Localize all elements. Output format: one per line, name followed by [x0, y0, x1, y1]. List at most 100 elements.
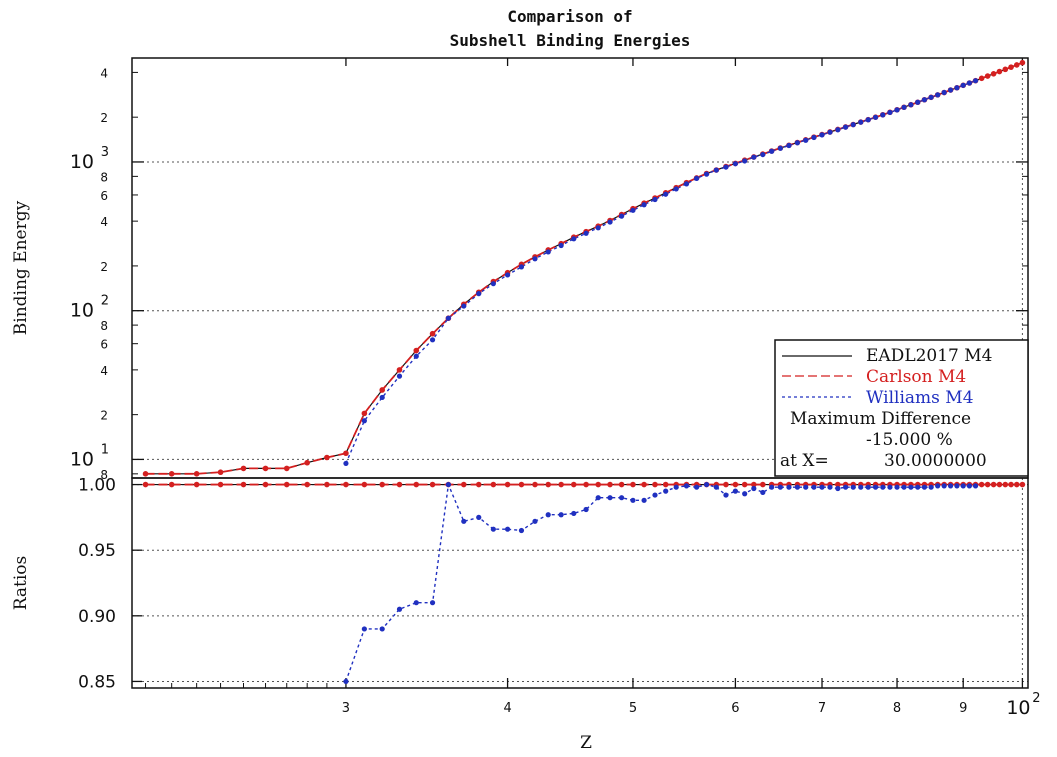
ratio-carlson-point: [518, 481, 525, 488]
williams-point: [819, 132, 825, 138]
williams-point: [619, 213, 625, 219]
top-y-tick-exp: 2: [101, 294, 109, 309]
ratio-williams-point: [663, 488, 669, 494]
ratio-carlson-point: [1002, 481, 1009, 488]
chart-title-line1: Comparison of: [507, 7, 632, 26]
top-y-tick-label: 10: [70, 448, 94, 470]
legend-box: [774, 339, 1029, 477]
ratio-williams-point: [960, 483, 966, 489]
carlson-point: [379, 387, 386, 393]
ratio-carlson-point: [751, 481, 757, 488]
williams-point: [518, 264, 525, 270]
chart-title-line2: Subshell Binding Energies: [450, 31, 691, 50]
ratio-williams-point: [811, 484, 817, 490]
top-y-tick-exp: 3: [101, 145, 109, 160]
williams-point: [413, 353, 419, 359]
ratio-williams-point: [461, 518, 467, 524]
ratio-carlson-point: [652, 481, 658, 488]
carlson-point: [1019, 59, 1026, 66]
ratio-williams-point: [583, 506, 589, 513]
ratio-williams-point: [673, 484, 679, 490]
ratio-carlson-point: [396, 481, 403, 488]
x-tick-exp: 2: [1032, 691, 1040, 706]
top-y-minor-label: 2: [100, 111, 108, 125]
williams-point: [928, 94, 934, 100]
williams-point: [476, 291, 482, 297]
ratio-carlson-point: [240, 481, 247, 488]
ratio-williams-point: [683, 483, 690, 489]
x-tick-label: 7: [818, 701, 826, 716]
ratio-carlson-point: [1013, 481, 1020, 488]
williams-point: [461, 303, 467, 309]
ratio-carlson-point: [641, 481, 647, 488]
top-y-minor-label: 8: [100, 170, 108, 184]
williams-point: [545, 249, 551, 255]
ratio-carlson-point: [475, 481, 482, 488]
williams-point: [445, 315, 451, 321]
williams-point: [343, 460, 349, 467]
ratio-williams-point: [703, 481, 710, 488]
ratio-williams-point: [954, 483, 960, 489]
ratio-williams-point: [595, 495, 601, 501]
ratio-williams-point: [413, 600, 419, 606]
ratio-williams-point: [694, 484, 700, 490]
bottom-y-tick-label: 0.85: [78, 672, 116, 692]
ratio-williams-line: [345, 481, 976, 682]
carlson-point: [429, 330, 436, 337]
williams-point: [742, 158, 748, 164]
ratio-williams-point: [786, 484, 792, 490]
williams-point: [842, 124, 849, 130]
top-y-minor-label: 4: [100, 364, 108, 378]
ratio-williams-point: [630, 497, 636, 503]
williams-point: [966, 80, 973, 86]
ratio-williams-point: [607, 495, 613, 501]
ratio-carlson-point: [978, 481, 985, 488]
ratio-carlson-point: [361, 481, 368, 488]
williams-point: [751, 154, 757, 160]
williams-point: [769, 148, 775, 154]
williams-point: [858, 119, 864, 125]
williams-point: [865, 117, 871, 123]
williams-point: [723, 164, 729, 170]
ratio-williams-point: [928, 484, 934, 490]
top-y-minor-label: 2: [100, 409, 108, 423]
ratio-williams-point: [827, 484, 833, 490]
carlson-point: [168, 471, 175, 477]
williams-point: [794, 140, 800, 146]
williams-point: [850, 122, 856, 128]
ratio-williams-point: [641, 497, 647, 503]
ratio-williams-point: [490, 526, 496, 532]
bottom-panel-ticks: 1.00 0.95 0.90 0.85 3 4 5 6 7 8 9 10 2: [78, 476, 1040, 719]
williams-point: [972, 78, 979, 84]
ratio-carlson-point: [490, 481, 497, 488]
ratio-williams-point: [445, 481, 451, 488]
carlson-point: [413, 347, 420, 354]
legend-label-williams: Williams M4: [866, 388, 974, 408]
ratio-carlson-point: [723, 481, 729, 488]
ratio-carlson-point: [558, 481, 564, 488]
bottom-y-tick-label: 0.90: [78, 607, 116, 627]
top-y-minor-label: 8: [100, 468, 108, 482]
ratio-williams-point: [908, 484, 914, 490]
ratio-williams-point: [558, 512, 564, 518]
ratio-williams-point: [742, 491, 748, 497]
ratio-carlson-point: [324, 481, 330, 488]
ratio-carlson-point: [1019, 481, 1026, 488]
williams-point: [786, 142, 792, 149]
legend-max-diff-label: Maximum Difference: [790, 409, 971, 429]
williams-point: [607, 219, 613, 225]
carlson-point: [1008, 64, 1014, 70]
williams-point: [908, 102, 914, 108]
carlson-point: [343, 450, 349, 457]
williams-point: [429, 337, 436, 343]
carlson-point: [396, 367, 403, 373]
legend-at-x-value: 30.0000000: [884, 451, 987, 471]
bottom-panel-ylabel: Ratios: [11, 556, 31, 611]
ratio-williams-point: [619, 495, 625, 501]
williams-point: [571, 236, 577, 242]
williams-point: [558, 242, 564, 249]
bottom-y-tick-label: 0.95: [78, 541, 116, 561]
top-y-tick-label: 10: [70, 151, 94, 173]
ratio-carlson-point: [217, 481, 224, 488]
williams-point: [760, 151, 766, 158]
